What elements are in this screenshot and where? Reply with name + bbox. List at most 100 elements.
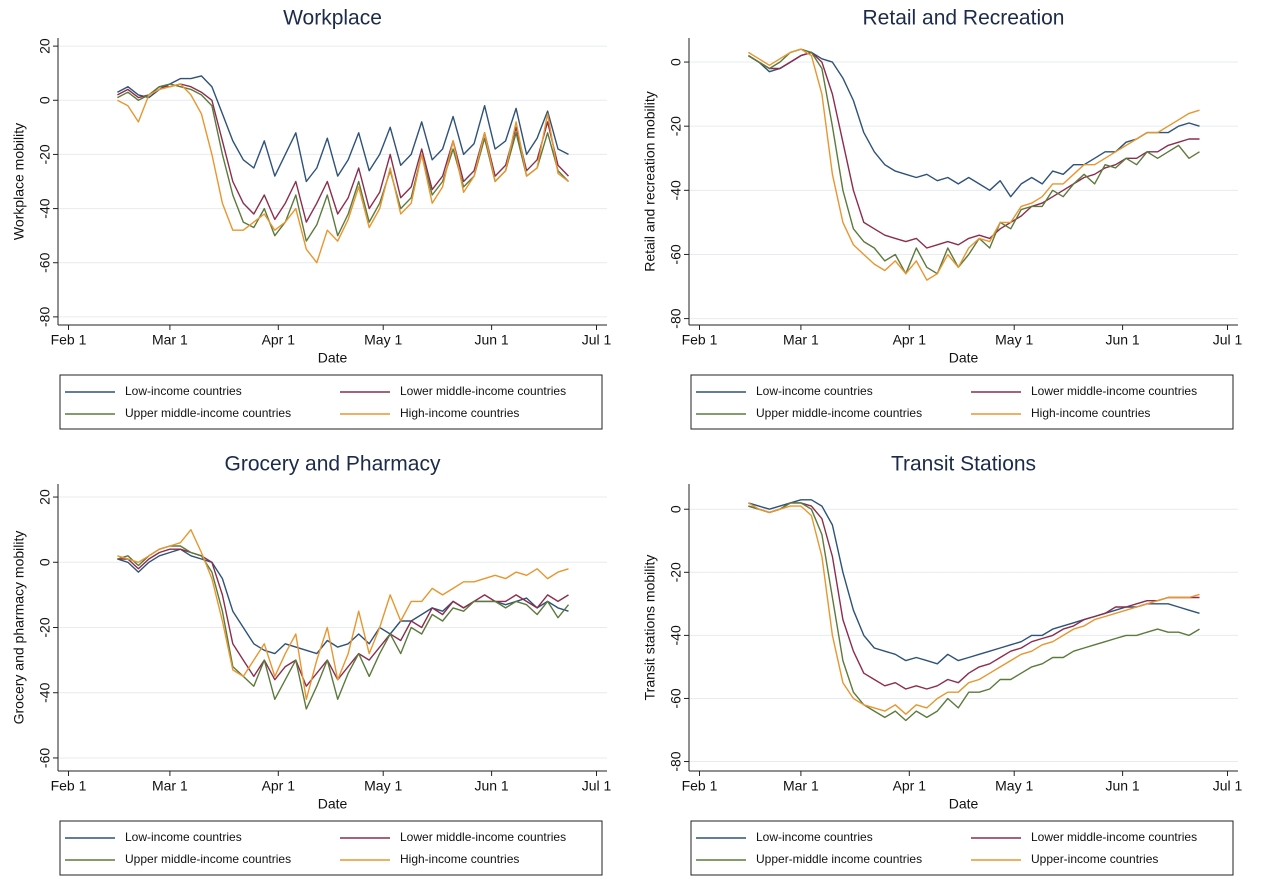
series-line: [117, 75, 569, 183]
x-axis-label: Date: [318, 350, 348, 366]
panel-title: Retail and Recreation: [863, 7, 1065, 30]
legend: Low-income countries Lower middle-income …: [690, 374, 1234, 430]
y-tick-label: -40: [37, 682, 53, 702]
legend-label: Lower middle-income countries: [1031, 830, 1197, 844]
x-tick-label: Jun 1: [1105, 332, 1139, 348]
legend-label: Upper middle-income countries: [125, 852, 291, 866]
series-line: [748, 48, 1200, 281]
y-axis-label: Grocery and pharmacy mobility: [11, 531, 27, 725]
panel: Workplace 20 0 -20 -40 -60 -80 Feb 1 Mar 1 Apr 1 M…: [11, 7, 612, 430]
y-tick-label: -20: [668, 562, 684, 582]
x-tick-label: Mar 1: [783, 778, 819, 794]
y-tick-label: -60: [37, 748, 53, 768]
x-tick-label: Mar 1: [152, 332, 188, 348]
x-tick-label: Feb 1: [682, 332, 718, 348]
legend-label: Upper-middle income countries: [756, 852, 922, 866]
x-tick-label: Apr 1: [262, 332, 296, 348]
series-line: [117, 83, 570, 223]
series-line: [748, 502, 1200, 715]
x-tick-label: Mar 1: [783, 332, 819, 348]
legend-label: Lower middle-income countries: [1031, 384, 1197, 398]
x-tick-label: May 1: [364, 332, 402, 348]
x-tick-label: Apr 1: [893, 332, 927, 348]
legend-label: Upper middle-income countries: [125, 406, 291, 420]
y-tick-label: -40: [668, 180, 684, 200]
panel-title: Transit Stations: [891, 453, 1036, 476]
x-tick-label: Feb 1: [51, 778, 87, 794]
x-tick-label: Jul 1: [582, 332, 612, 348]
series-line: [117, 545, 570, 710]
series-line: [117, 83, 569, 264]
y-axis-label: Transit stations mobility: [642, 555, 658, 701]
x-tick-label: May 1: [995, 332, 1033, 348]
y-tick-label: -60: [668, 688, 684, 708]
y-tick-label: 20: [37, 489, 53, 505]
series-line: [117, 83, 570, 242]
series-line: [748, 499, 1200, 665]
legend-label: Upper-income countries: [1031, 852, 1158, 866]
x-axis-label: Date: [949, 796, 979, 812]
legend: Low-income countries Lower middle-income …: [59, 374, 603, 430]
panel-title: Workplace: [283, 7, 382, 30]
y-tick-label: 0: [37, 558, 53, 566]
y-tick-label: -80: [668, 751, 684, 771]
y-tick-label: -40: [668, 625, 684, 645]
legend-label: High-income countries: [400, 852, 519, 866]
y-tick-label: 0: [668, 505, 684, 513]
x-tick-label: Jun 1: [474, 332, 508, 348]
series-line: [748, 502, 1200, 722]
panel: Retail and Recreation 0 -20 -40 -60 -80 Feb 1 M…: [642, 7, 1243, 430]
x-tick-label: Jun 1: [1105, 778, 1139, 794]
legend-box: [59, 820, 603, 876]
x-tick-label: Feb 1: [51, 332, 87, 348]
y-tick-label: -20: [37, 617, 53, 637]
legend-label: High-income countries: [1031, 406, 1150, 420]
legend-label: Low-income countries: [756, 384, 873, 398]
x-tick-label: Jul 1: [582, 778, 612, 794]
y-axis-label: Workplace mobility: [11, 123, 27, 240]
x-tick-label: May 1: [364, 778, 402, 794]
x-axis-label: Date: [949, 350, 979, 366]
x-axis-label: Date: [318, 796, 348, 812]
panel: Transit Stations 0 -20 -40 -60 -80 Feb 1 Mar 1 A…: [642, 453, 1243, 876]
x-tick-label: Jul 1: [1213, 778, 1243, 794]
legend-label: Lower middle-income countries: [400, 384, 566, 398]
y-axis-label: Retail and recreation mobility: [642, 91, 658, 272]
y-tick-label: -60: [37, 252, 53, 272]
y-tick-label: -80: [668, 308, 684, 328]
series-line: [748, 51, 1200, 198]
legend-label: Low-income countries: [125, 830, 242, 844]
y-tick-label: -40: [37, 198, 53, 218]
legend: Low-income countries Lower middle-income …: [690, 820, 1234, 876]
x-tick-label: Apr 1: [262, 778, 296, 794]
x-tick-label: Apr 1: [893, 778, 927, 794]
legend-box: [690, 374, 1234, 430]
series-line: [117, 529, 569, 700]
legend-label: Low-income countries: [125, 384, 242, 398]
legend: Low-income countries Lower middle-income …: [59, 820, 603, 876]
series-line: [748, 51, 1200, 249]
series-line: [748, 48, 1200, 275]
x-tick-label: Jul 1: [1213, 332, 1243, 348]
y-tick-label: 0: [37, 96, 53, 104]
y-tick-label: -80: [37, 307, 53, 327]
x-tick-label: Feb 1: [682, 778, 718, 794]
panel-title: Grocery and Pharmacy: [225, 453, 441, 476]
y-tick-label: -60: [668, 244, 684, 264]
x-tick-label: Jun 1: [474, 778, 508, 794]
panel: Grocery and Pharmacy 20 0 -20 -40 -60 Feb 1 Mar…: [11, 453, 612, 876]
legend-box: [59, 374, 603, 430]
y-tick-label: -20: [668, 116, 684, 136]
legend-label: Upper middle-income countries: [756, 406, 922, 420]
legend-box: [690, 820, 1234, 876]
legend-label: Lower middle-income countries: [400, 830, 566, 844]
series-line: [748, 502, 1200, 690]
y-tick-label: 20: [37, 38, 53, 54]
legend-label: Low-income countries: [756, 830, 873, 844]
legend-label: High-income countries: [400, 406, 519, 420]
x-tick-label: Mar 1: [152, 778, 188, 794]
x-tick-label: May 1: [995, 778, 1033, 794]
y-tick-label: 0: [668, 58, 684, 66]
y-tick-label: -20: [37, 144, 53, 164]
